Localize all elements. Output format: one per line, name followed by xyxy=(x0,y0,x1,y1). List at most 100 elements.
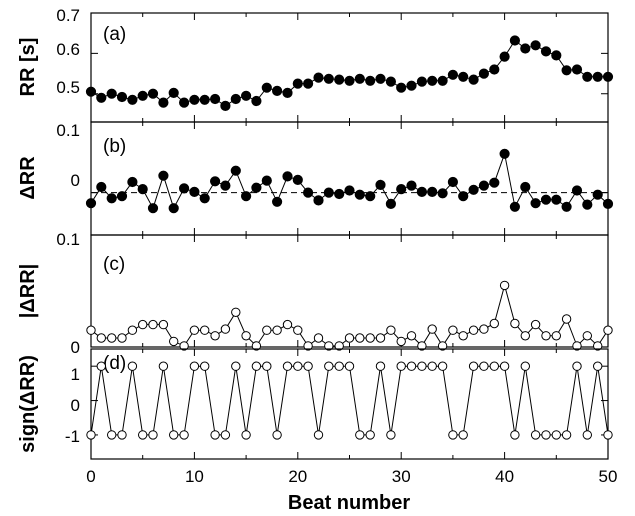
data-point xyxy=(530,430,541,440)
data-point xyxy=(158,97,169,108)
panel-a-points xyxy=(85,35,614,112)
data-point xyxy=(303,187,314,198)
data-point xyxy=(220,180,231,191)
data-point xyxy=(241,191,252,202)
panel-b-ylabel: ΔRR xyxy=(17,156,39,200)
data-point xyxy=(520,43,531,54)
data-point xyxy=(489,361,499,371)
panel-b-points xyxy=(85,148,614,214)
data-point xyxy=(385,76,396,87)
data-point xyxy=(582,430,592,440)
data-point xyxy=(251,95,262,107)
data-point xyxy=(520,181,531,193)
panel-c-ytick-0: 0 xyxy=(71,338,80,357)
data-point xyxy=(334,74,345,85)
data-point xyxy=(489,318,499,329)
data-point xyxy=(158,361,169,371)
data-point xyxy=(365,191,376,202)
data-point xyxy=(541,331,551,341)
data-point xyxy=(241,90,252,101)
data-point xyxy=(510,430,520,440)
data-point xyxy=(489,177,500,188)
data-point xyxy=(179,183,190,194)
data-point xyxy=(499,280,510,291)
data-point xyxy=(540,46,552,57)
panel-d-ylabel: sign(ΔRR) xyxy=(17,355,39,453)
panel-a-ytick-1: 0.6 xyxy=(56,40,80,59)
data-point xyxy=(478,68,489,79)
data-point xyxy=(313,430,324,440)
panel-a-ylabel: RR [s] xyxy=(17,38,39,97)
data-point xyxy=(447,176,458,188)
data-point xyxy=(313,72,324,83)
data-point xyxy=(262,361,272,371)
data-point xyxy=(117,333,127,343)
data-point xyxy=(572,341,582,351)
data-point xyxy=(241,430,251,440)
data-point xyxy=(437,341,448,351)
data-point xyxy=(116,191,128,202)
panel-b-series-line xyxy=(90,151,609,210)
data-point xyxy=(127,361,138,371)
data-point xyxy=(147,88,159,99)
data-point xyxy=(96,181,107,193)
data-point xyxy=(437,188,448,199)
data-point xyxy=(231,361,241,371)
data-point xyxy=(292,174,303,185)
panel-a-ticks xyxy=(90,12,609,122)
data-point xyxy=(106,193,117,204)
data-point xyxy=(510,318,520,329)
data-point xyxy=(406,361,417,371)
x-tick-label: 10 xyxy=(185,467,204,486)
data-point xyxy=(85,198,97,209)
data-point xyxy=(603,325,613,335)
data-point xyxy=(344,185,355,196)
data-point xyxy=(386,325,396,335)
data-point xyxy=(365,333,375,343)
data-point xyxy=(272,325,282,335)
data-point xyxy=(210,331,220,341)
data-point xyxy=(230,165,241,176)
panel-b-ytick-1: 0.1 xyxy=(56,121,80,140)
data-point xyxy=(385,198,396,209)
data-point xyxy=(189,325,200,335)
data-point xyxy=(231,307,241,317)
data-point xyxy=(499,51,510,62)
data-point xyxy=(561,65,572,76)
data-point xyxy=(603,430,613,440)
data-point xyxy=(106,88,117,99)
data-point xyxy=(272,430,282,440)
data-point xyxy=(293,361,303,371)
data-point xyxy=(324,361,334,371)
data-point xyxy=(375,179,386,190)
panel-b-ticks xyxy=(90,121,609,235)
data-point xyxy=(324,341,334,351)
panel-c-label: (c) xyxy=(103,254,125,275)
data-point xyxy=(117,430,127,440)
data-point xyxy=(251,182,262,193)
data-point xyxy=(541,430,551,440)
data-point xyxy=(396,82,407,93)
data-point xyxy=(282,319,293,330)
data-point xyxy=(200,361,210,371)
data-point xyxy=(582,331,592,341)
x-tick-labels: 0 10 20 30 40 50 xyxy=(86,467,617,486)
data-point xyxy=(427,75,438,86)
data-point xyxy=(458,191,469,202)
data-point xyxy=(561,201,572,212)
data-point xyxy=(127,94,138,105)
data-point xyxy=(230,93,241,105)
panel-c: (c) |ΔRR| 0 0.1 xyxy=(17,230,613,357)
x-tick-label: 30 xyxy=(392,467,411,486)
x-tick-label: 0 xyxy=(86,467,95,486)
panel-a-label: (a) xyxy=(103,24,126,45)
data-point xyxy=(468,361,479,371)
data-point xyxy=(292,78,303,89)
panel-d-ytick-1: 0 xyxy=(71,396,80,415)
panel-b: (b) ΔRR 0 0.1 xyxy=(17,121,614,236)
data-point xyxy=(210,93,221,105)
data-point xyxy=(168,87,179,99)
data-point xyxy=(437,361,448,371)
data-point xyxy=(354,189,365,200)
